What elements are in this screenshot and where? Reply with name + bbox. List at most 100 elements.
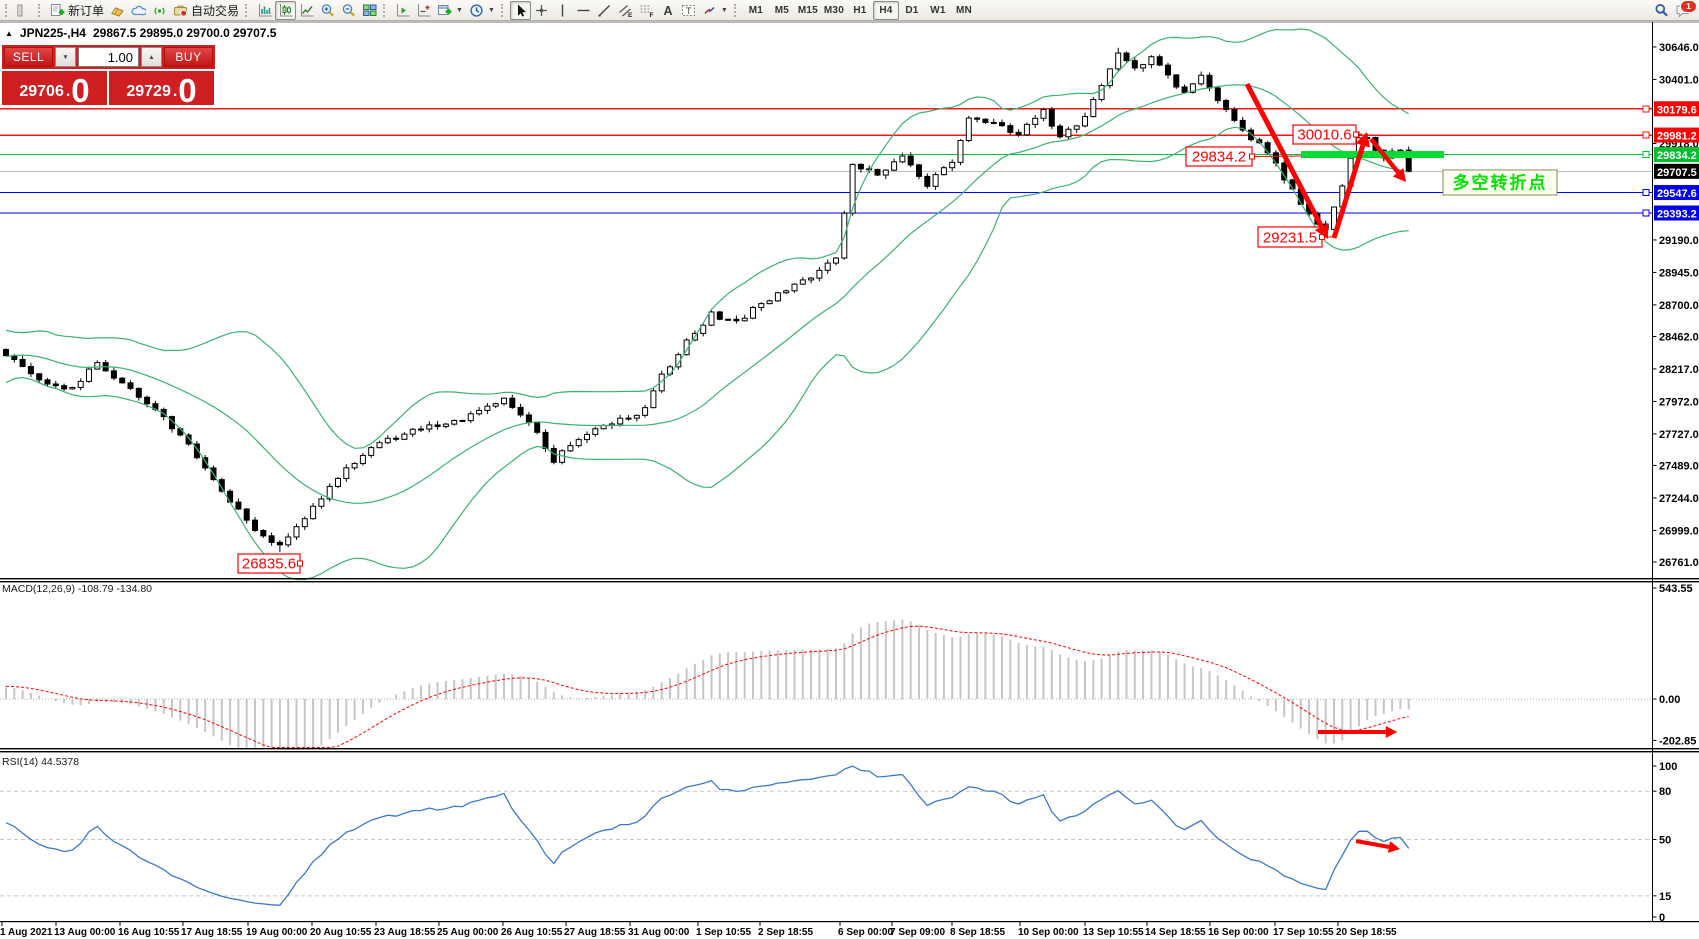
buy-price-display[interactable]: 29729. 0	[109, 71, 214, 107]
dropdown-caret-icon[interactable]: ▼	[456, 6, 463, 14]
autotrading-icon	[174, 5, 188, 17]
symbol-period-label: JPN225-,H4	[19, 26, 86, 40]
volume-decrease-button[interactable]: ▼	[55, 47, 76, 67]
chart-canvas[interactable]: 30646.030401.029918.029190.028945.028700…	[0, 21, 1699, 939]
candlestick-chart-button[interactable]	[275, 0, 297, 20]
time-tick-label: 1 Sep 10:55	[696, 927, 751, 938]
label-icon: T	[681, 4, 695, 16]
zoom-in-button[interactable]	[317, 1, 338, 20]
rsi-tick-label: 80	[1659, 786, 1671, 798]
note-text: 多空转折点	[1453, 173, 1548, 193]
horizontal-line-tool-button[interactable]	[573, 1, 594, 20]
new-order-button[interactable]: 新订单	[47, 1, 107, 20]
fibonacci-tool-button[interactable]: F	[636, 1, 657, 20]
timeframe-w1-button[interactable]: W1	[930, 4, 946, 16]
tile-windows-button[interactable]	[359, 1, 380, 20]
chart-shift-button[interactable]	[392, 1, 413, 20]
price-line-badge	[1654, 185, 1699, 201]
arrows-icon	[704, 6, 715, 14]
dropdown-caret-icon[interactable]: ▼	[720, 6, 728, 14]
zoom-out-button[interactable]	[338, 1, 359, 20]
time-tick-label: 2 Sep 18:55	[758, 927, 813, 938]
timeframe-mn-button[interactable]: MN	[955, 4, 972, 16]
svg-text:F: F	[649, 12, 653, 18]
template-icon	[438, 4, 452, 15]
trendline-tool-button[interactable]	[594, 1, 615, 20]
text-tool-button[interactable]: A	[657, 1, 678, 20]
cursor-tool-button[interactable]	[509, 0, 531, 20]
toolbar-group: E F A T ▼	[498, 0, 731, 21]
line-chart-button[interactable]	[296, 1, 317, 20]
cloud-sync-button[interactable]	[128, 1, 149, 20]
dropdown-caret-icon[interactable]: ▼	[487, 6, 495, 14]
toolbar-group	[242, 0, 380, 21]
toolbar-grip[interactable]	[383, 3, 388, 17]
toolbar-grip[interactable]	[733, 3, 739, 17]
buy-button[interactable]: BUY	[164, 47, 213, 67]
level-lines-layer	[0, 105, 1652, 217]
autotrading-button[interactable]: 自动交易	[170, 1, 242, 20]
sell-price-display[interactable]: 29706. 0	[2, 71, 107, 107]
time-tick-label: 14 Sep 18:55	[1145, 927, 1206, 938]
svg-text:29707.5: 29707.5	[1657, 167, 1697, 179]
price-line-badge	[1654, 127, 1699, 143]
svg-text:A: A	[663, 4, 672, 18]
bars-icon	[259, 3, 272, 16]
timeframe-m5-button[interactable]: M5	[774, 4, 789, 16]
macd-label: MACD(12,26,9) -108.79 -134.80	[2, 583, 152, 595]
clipped-icon	[14, 1, 35, 20]
vertical-line-tool-button[interactable]	[552, 1, 573, 20]
crosshair-tool-button[interactable]	[531, 1, 552, 20]
svg-text:29547.6: 29547.6	[1657, 188, 1697, 200]
period-clock-button[interactable]: ▼	[466, 1, 498, 20]
gold-button[interactable]	[107, 1, 128, 20]
price-annotation-text: 26835.6	[242, 556, 296, 573]
signal-button[interactable]	[149, 1, 170, 20]
volume-increase-button[interactable]: ▲	[141, 47, 162, 67]
rsi-tick-label: 15	[1659, 891, 1671, 903]
timeframe-m15-button[interactable]: M15	[797, 4, 818, 16]
timeframe-h1-button[interactable]: H1	[853, 4, 867, 16]
toolbar-grip[interactable]	[38, 3, 43, 17]
toolbar-grip[interactable]	[245, 3, 250, 17]
search-icon	[1655, 3, 1668, 16]
toolbar-right: 1	[1651, 0, 1697, 20]
new-template-button[interactable]: ▼	[434, 1, 466, 20]
axes-layer: 30646.030401.029918.029190.028945.028700…	[0, 21, 1699, 939]
arrows-tool-button[interactable]: ▼	[699, 1, 731, 20]
price-tick-label: 29190.0	[1659, 235, 1699, 247]
time-tick-label: 25 Aug 00:00	[437, 927, 499, 938]
chat-button[interactable]: 1	[1672, 0, 1697, 20]
line-icon	[301, 3, 314, 16]
svg-text:T: T	[686, 6, 692, 16]
volume-input[interactable]	[78, 47, 139, 67]
timeframe-d1-button[interactable]: D1	[905, 4, 919, 16]
price-tick-label: 28462.0	[1659, 331, 1699, 343]
bar-chart-button[interactable]	[254, 1, 275, 20]
sell-button[interactable]: SELL	[4, 47, 53, 67]
svg-text:E: E	[628, 12, 633, 18]
time-tick-label: 23 Aug 18:55	[374, 927, 436, 938]
price-line-badge	[1654, 163, 1699, 179]
timeframe-h4-button[interactable]: H4	[872, 0, 899, 20]
toolbar-group	[2, 0, 35, 21]
auto-scroll-button[interactable]	[413, 1, 434, 20]
price-annotation-text: 29834.2	[1192, 149, 1246, 166]
cloud-icon	[131, 5, 147, 15]
timeframe-m1-button[interactable]: M1	[748, 4, 763, 16]
equidistant-channel-tool-button[interactable]: E	[615, 1, 636, 20]
zoom-in-icon	[321, 3, 334, 16]
timeframe-m30-button[interactable]: M30	[823, 4, 844, 16]
svg-text:29981.2: 29981.2	[1657, 131, 1697, 143]
clock-icon	[470, 3, 483, 17]
text-label-tool-button[interactable]: T	[678, 1, 699, 20]
toolbar-grip[interactable]	[500, 3, 506, 17]
collapse-marker-icon[interactable]: ▲	[5, 28, 13, 38]
macd-tick-label: 543.55	[1659, 583, 1693, 595]
search-button[interactable]	[1651, 1, 1672, 20]
price-tick-label: 30401.0	[1659, 74, 1699, 86]
toolbar-grip[interactable]	[5, 3, 10, 17]
price-tick-label: 28217.0	[1659, 364, 1699, 376]
chart-title: ▲ JPN225-,H4 29867.5 29895.0 29700.0 297…	[5, 26, 276, 40]
time-tick-label: 17 Aug 18:55	[181, 927, 243, 938]
